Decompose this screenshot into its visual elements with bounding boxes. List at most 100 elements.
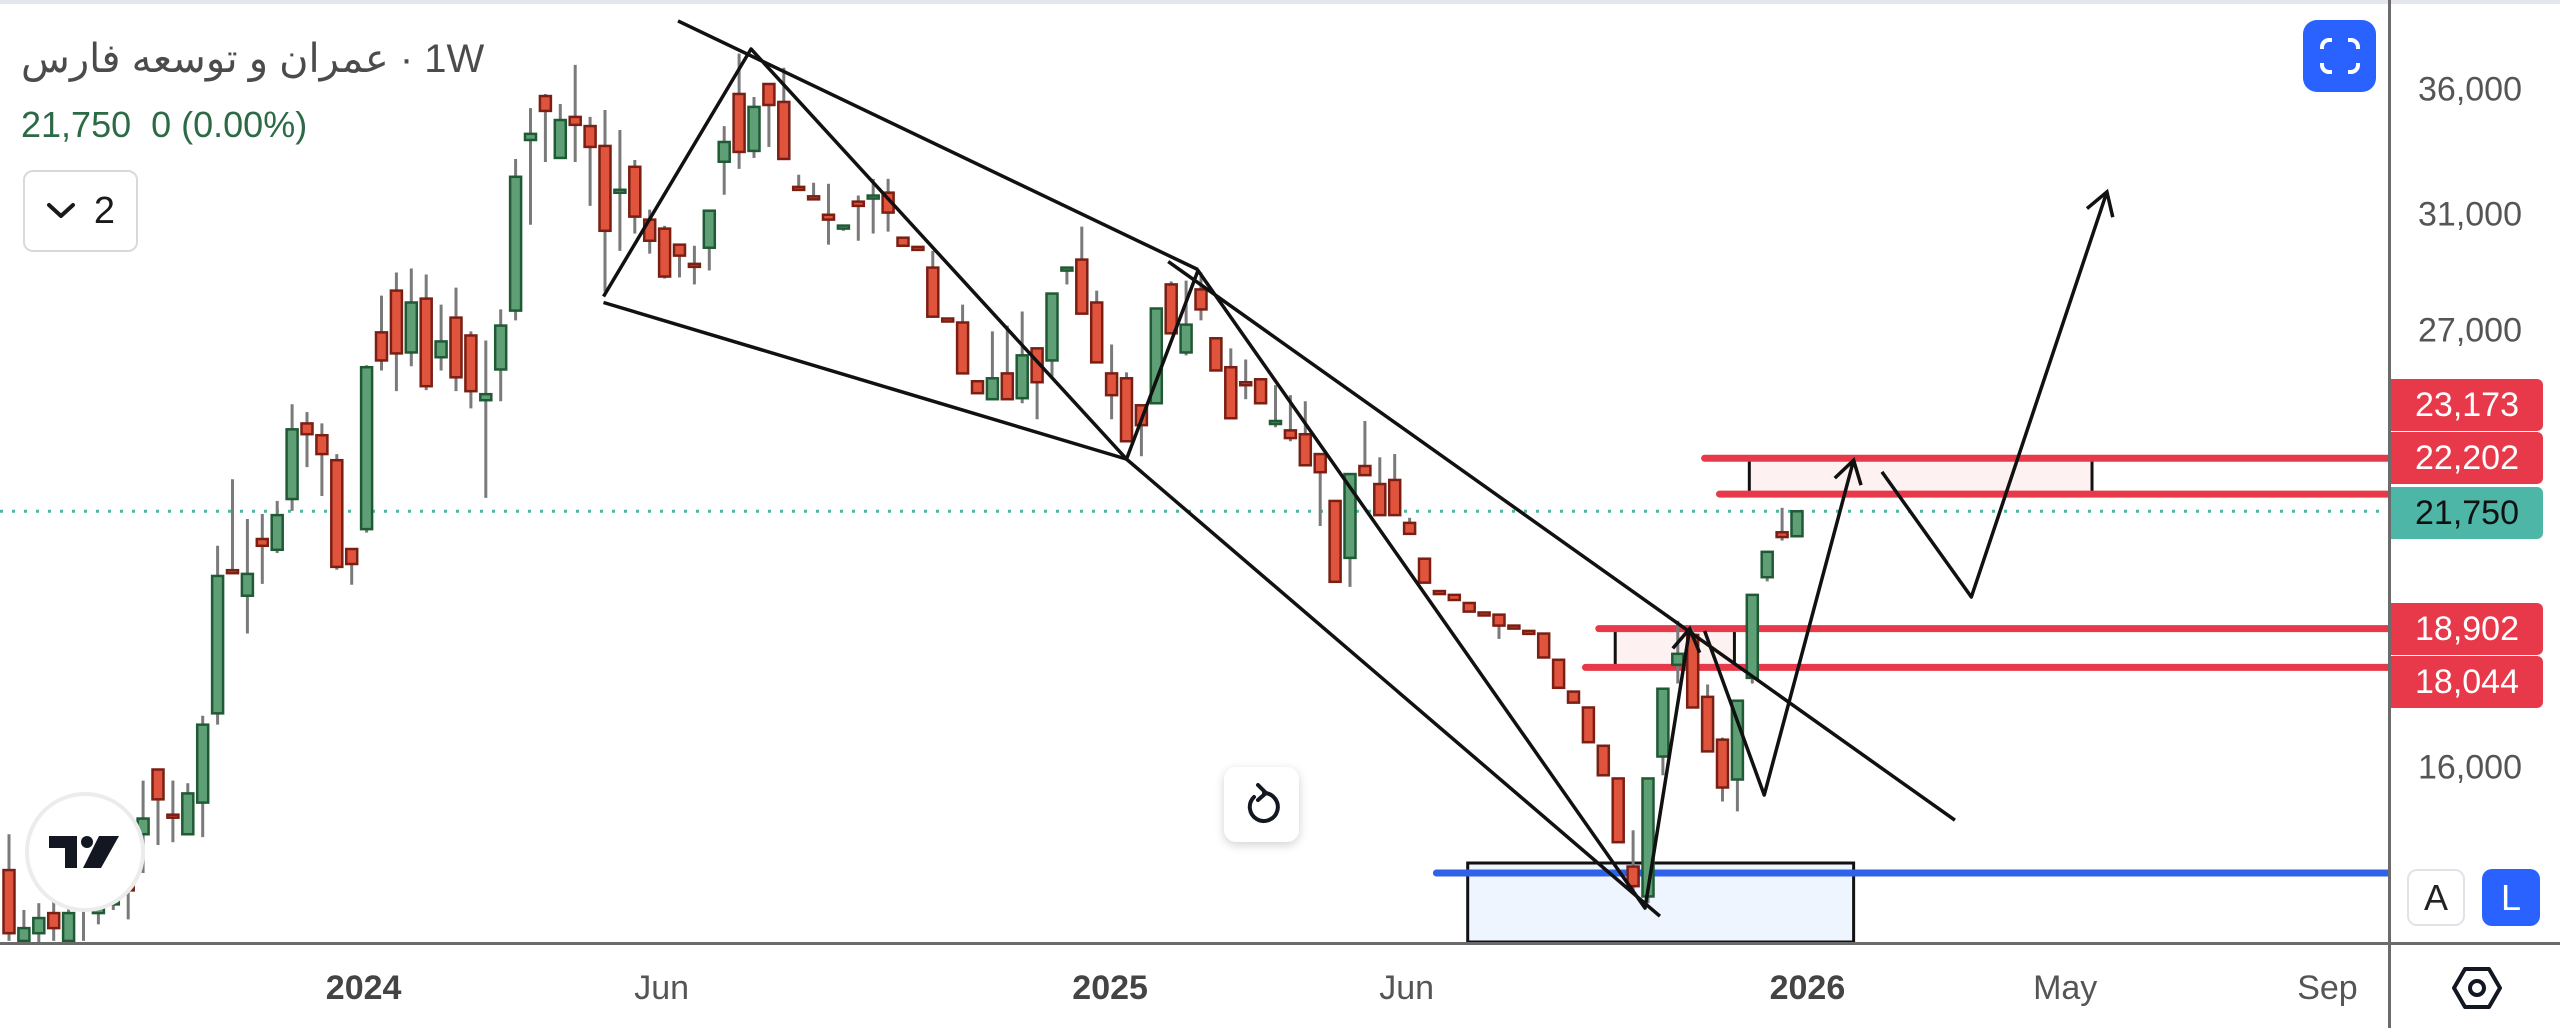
reset-chart-button[interactable] xyxy=(1224,767,1299,842)
top-border xyxy=(0,0,2560,4)
candle xyxy=(821,183,836,245)
candle xyxy=(1015,311,1029,404)
candle-body-down xyxy=(568,115,582,127)
candle-body-down xyxy=(1209,337,1223,372)
candle xyxy=(330,454,344,570)
candle xyxy=(1611,777,1625,844)
quote-line: 21,750 0 (0.00%) xyxy=(21,104,307,146)
candle-body-up xyxy=(181,792,195,836)
collapse-indicators-button[interactable]: 2 xyxy=(23,170,138,252)
candle-body-down xyxy=(46,911,61,930)
candle-body-down xyxy=(1596,744,1611,777)
candle xyxy=(1119,372,1134,443)
candle-body-down xyxy=(1551,658,1566,690)
candle-body-down xyxy=(791,185,806,192)
candle-body-up xyxy=(240,572,255,597)
candle-body-down xyxy=(1536,632,1551,659)
candles xyxy=(2,53,1804,942)
candle xyxy=(195,715,210,838)
candle-body-up xyxy=(702,209,717,249)
candle xyxy=(32,903,46,942)
candle xyxy=(657,225,672,279)
zigzag-path xyxy=(602,47,1692,910)
candle-body-down xyxy=(1298,432,1313,467)
candle xyxy=(464,331,478,409)
candle-body-up xyxy=(195,723,210,804)
candle xyxy=(1775,507,1789,541)
candle xyxy=(508,158,523,321)
price-tick-label: 16,000 xyxy=(2418,748,2522,787)
candle-body-down xyxy=(851,200,866,208)
candle xyxy=(851,195,866,241)
candle-body-down xyxy=(1194,288,1208,311)
candle-body-down xyxy=(1522,629,1536,636)
candle xyxy=(1179,280,1193,356)
candle xyxy=(1358,420,1372,477)
candle-body-down xyxy=(1492,613,1506,627)
candle-body-down xyxy=(1119,377,1134,443)
candle-body-down xyxy=(821,213,836,221)
candle-body-up xyxy=(1179,323,1193,354)
candle xyxy=(583,116,597,206)
candle-body-up xyxy=(523,132,538,142)
candle xyxy=(255,513,270,584)
candle xyxy=(538,93,553,162)
drawings[interactable] xyxy=(602,19,2115,918)
candle-body-down xyxy=(583,124,597,149)
arrow-head-icon xyxy=(1671,625,1702,654)
price-change: 0 (0.00%) xyxy=(151,104,308,145)
candle xyxy=(479,340,493,498)
hexagon-settings-icon[interactable] xyxy=(2452,965,2502,1011)
candle-body-down xyxy=(1358,464,1372,477)
candle xyxy=(344,547,359,585)
candle-body-down xyxy=(1566,690,1581,704)
candle xyxy=(911,245,925,252)
candle-body-down xyxy=(1104,372,1119,397)
candle-body-down xyxy=(955,321,970,375)
candle xyxy=(270,500,284,554)
tradingview-logo[interactable] xyxy=(25,792,145,912)
auto-scale-button[interactable]: A xyxy=(2407,869,2465,926)
resistance-zone xyxy=(1747,456,2094,496)
candle-body-down xyxy=(1611,777,1625,844)
candle-body-up xyxy=(434,340,448,359)
candle-body-down xyxy=(806,195,821,201)
candle xyxy=(1596,744,1611,777)
price-tick-label: 27,000 xyxy=(2418,311,2522,349)
log-scale-button[interactable]: L xyxy=(2482,869,2540,926)
candle-body-down xyxy=(300,422,314,436)
candle xyxy=(940,317,955,323)
candle-body-down xyxy=(1224,365,1238,420)
candle-body-up xyxy=(836,224,851,230)
candle-body-up xyxy=(1343,472,1357,560)
candle-body-down xyxy=(1507,624,1521,630)
trend-line xyxy=(1167,260,1956,822)
time-tick-label: 2025 xyxy=(1072,969,1148,1007)
projection-arrow xyxy=(1880,191,2109,599)
candle xyxy=(1149,307,1164,405)
fullscreen-button[interactable] xyxy=(2303,20,2376,92)
candle-body-up xyxy=(32,916,46,935)
time-tick-label: Sep xyxy=(2297,969,2358,1007)
candle xyxy=(1522,629,1536,636)
candle-body-down xyxy=(1283,429,1298,440)
candle xyxy=(1745,593,1760,684)
candle xyxy=(1343,472,1357,587)
candle-body-down xyxy=(1373,482,1387,517)
candle xyxy=(1700,684,1715,753)
candle xyxy=(1387,454,1402,517)
candle xyxy=(613,129,627,251)
candle-body-up xyxy=(1745,593,1760,680)
candle-body-down xyxy=(1447,593,1462,602)
candle xyxy=(285,404,299,511)
candle-body-down xyxy=(672,243,687,257)
candle-body-down xyxy=(1700,695,1715,753)
candle-body-up xyxy=(553,118,568,160)
time-axis-border xyxy=(0,942,2560,945)
time-tick-label: Jun xyxy=(1379,969,1435,1007)
price-label-last: 21,750 xyxy=(2391,487,2543,539)
candle xyxy=(359,365,374,533)
candle xyxy=(523,108,538,225)
candle xyxy=(449,287,463,392)
